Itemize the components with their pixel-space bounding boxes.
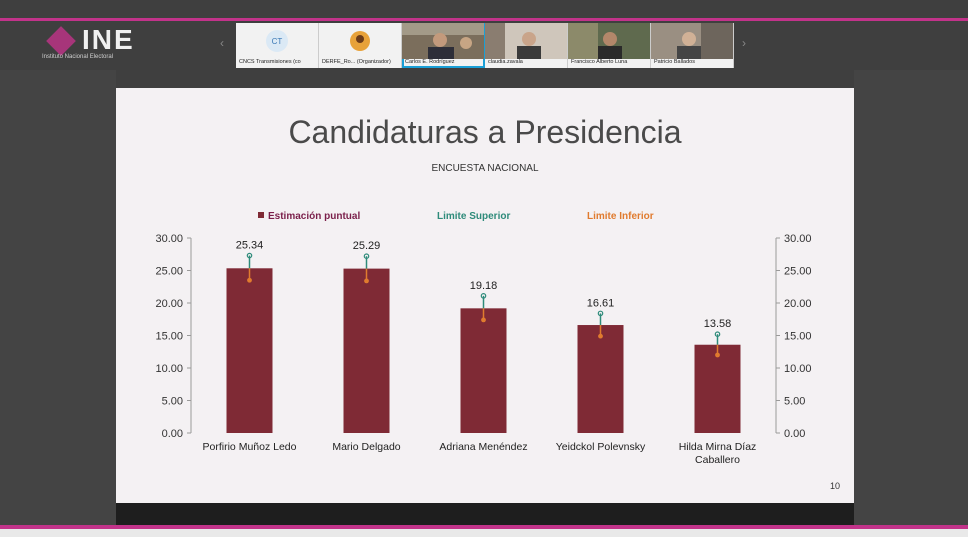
data-label: 16.61 [587,297,615,309]
bar-chart: Estimación puntual Limite Superior Limite … [155,211,812,466]
data-label: 19.18 [470,280,498,292]
legend-label: Estimación puntual [268,211,360,222]
y-tick-label: 25.00 [155,266,183,278]
participant-tile[interactable]: claudia.zavala [485,23,568,68]
y-tick-label: 25.00 [784,266,812,278]
y-tick-label: 10.00 [155,363,183,375]
y-tick-label: 0.00 [162,428,183,440]
bottom-bar [0,529,968,537]
video-feed-icon [651,23,733,59]
lower-limit-point [481,317,486,323]
right-shared-screen-margin [854,70,968,525]
participant-name: Patricio Ballados [654,59,695,65]
bottom-accent-line [0,525,968,529]
y-tick-label: 30.00 [155,233,183,245]
lower-limit-point [598,333,603,339]
participant-name: Francisco Alberto Luna [571,59,628,65]
data-label: 25.29 [353,240,381,252]
participant-tile[interactable]: CT CNCS Transmisiones (co [236,23,319,68]
y-tick-label: 20.00 [155,298,183,310]
participant-strip: CT CNCS Transmisiones (co DERFE_Ro... (O… [236,23,734,68]
legend-label: Limite Superior [437,211,510,222]
avatar-initials: CT [272,37,283,46]
ine-logo-text: INE [82,24,135,55]
lower-limit-point [247,277,252,283]
participant-name: CNCS Transmisiones (co [239,59,301,65]
x-tick-label: Hilda Mirna Díaz Caballero [679,441,757,466]
slide-subtitle: ENCUESTA NACIONAL [431,163,539,174]
top-accent-line [0,18,968,21]
chart-legend: Estimación puntual Limite Superior Limite … [258,211,654,222]
bar [343,268,390,433]
video-feed-icon [485,23,567,59]
participant-tile[interactable]: Francisco Alberto Luna [568,23,651,68]
upper-limit-point [480,293,487,299]
lower-limit-point [715,352,720,358]
initials-avatar-icon: CT [236,23,318,59]
person-avatar-icon [319,23,401,59]
ine-logo-subtitle: Instituto Nacional Electoral [42,54,114,60]
participant-name: claudia.zavala [488,59,523,65]
ine-logo: INE Instituto Nacional Electoral [40,24,170,62]
presentation-slide: Candidaturas a Presidencia ENCUESTA NACI… [116,88,854,503]
upper-limit-point [363,253,370,260]
participant-name: Carlos E. Rodríguez [405,59,455,65]
participant-tile[interactable]: DERFE_Ro... (Organizador) [319,23,402,68]
upper-limit-point [597,310,604,317]
y-tick-label: 10.00 [784,363,812,375]
bar [460,308,507,433]
lower-limit-point [364,278,369,284]
chevron-left-icon[interactable]: ‹ [220,36,224,50]
x-axis-labels: Porfirio Muñoz Ledo Mario Delgado Adriana … [203,441,757,466]
presentation-bottom-band [116,503,854,525]
y-tick-label: 15.00 [784,331,812,343]
ine-logo-mark [46,26,76,56]
y-tick-label: 15.00 [155,331,183,343]
video-feed-icon [402,23,484,59]
slide-page-number: 10 [829,481,840,491]
participant-tile[interactable]: Patricio Ballados [651,23,734,68]
participant-name: DERFE_Ro... (Organizador) [322,59,391,65]
y-tick-label: 0.00 [784,428,805,440]
x-tick-label: Yeidckol Polevnsky [556,441,646,453]
bar [226,268,273,433]
y-tick-label: 5.00 [784,396,805,408]
x-tick-label: Adriana Menéndez [439,441,527,453]
slide-title: Candidaturas a Presidencia [288,114,682,150]
bar [694,344,741,433]
y-tick-label: 30.00 [784,233,812,245]
left-shared-screen-margin [0,70,116,525]
upper-limit-point [246,252,253,259]
participant-tile-active[interactable]: Carlos E. Rodríguez [402,23,485,68]
data-label: 13.58 [704,318,732,330]
y-axis-right: 0.00 5.00 10.00 15.00 20.00 25.00 30.00 [775,233,812,440]
x-tick-label: Porfirio Muñoz Ledo [203,441,297,453]
legend-swatch [258,212,264,218]
chevron-right-icon[interactable]: › [742,36,746,50]
data-label: 25.34 [236,240,264,252]
upper-limit-point [714,331,721,338]
y-tick-label: 5.00 [162,396,183,408]
legend-label: Limite Inferior [587,211,654,222]
bar [577,325,624,433]
bar-series: 25.34 25.29 19.18 16.61 13.58 [226,240,741,433]
y-axis-left: 0.00 5.00 10.00 15.00 20.00 25.00 30.00 [155,233,192,440]
y-tick-label: 20.00 [784,298,812,310]
video-feed-icon [568,23,650,59]
x-tick-label: Mario Delgado [332,441,400,453]
